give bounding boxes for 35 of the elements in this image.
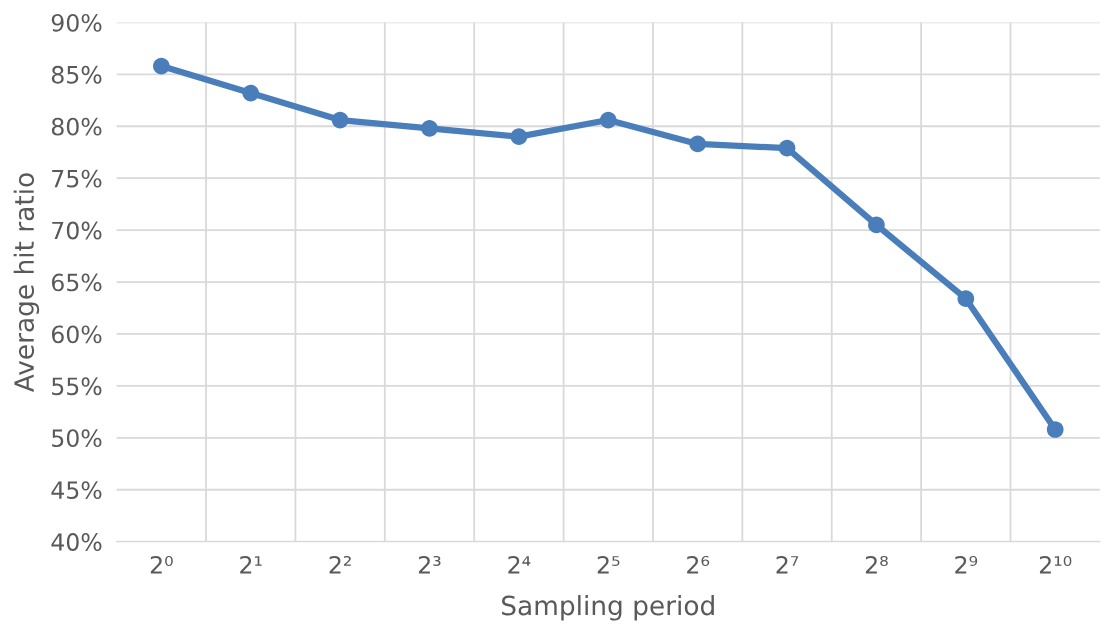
- point: [957, 290, 975, 307]
- y-tick-label: 75%: [52, 169, 102, 188]
- y-tick-label: 70%: [52, 221, 102, 240]
- y-tick-label: 60%: [51, 325, 102, 344]
- x-tick-label: 2¹: [240, 555, 262, 574]
- y-tick-label: 80%: [51, 117, 102, 136]
- x-tick-label: 2⁷: [776, 555, 799, 574]
- x-axis-title: Sampling period: [502, 595, 714, 621]
- x-tick-label: 2⁶: [687, 555, 710, 574]
- x-tick-label: 2⁸: [865, 555, 888, 574]
- point: [331, 111, 349, 129]
- y-tick-label: 85%: [51, 65, 102, 84]
- x-tick-label: 2⁵: [597, 555, 620, 574]
- point: [778, 139, 796, 157]
- y-axis-title: Average hit ratio: [13, 173, 40, 393]
- point: [868, 216, 885, 234]
- x-tick-label: 2³: [418, 555, 441, 574]
- y-tick-label: 45%: [51, 481, 102, 500]
- point: [242, 84, 260, 102]
- x-tick-label: 2⁴: [508, 555, 531, 574]
- point: [689, 135, 706, 153]
- y-tick-label: 40%: [51, 533, 102, 551]
- point: [421, 120, 438, 137]
- x-tick-label: 2¹⁰: [1039, 555, 1072, 574]
- y-tick-label: 50%: [52, 429, 102, 448]
- point: [599, 111, 617, 129]
- x-tick-label: 2²: [329, 555, 351, 574]
- point: [1046, 421, 1064, 438]
- x-tick-label: 2⁹: [955, 555, 978, 574]
- point: [153, 57, 170, 75]
- y-tick-label: 55%: [52, 377, 102, 396]
- point: [510, 128, 528, 145]
- x-tick-label: 2⁰: [150, 555, 173, 574]
- y-tick-label: 65%: [51, 273, 102, 292]
- y-tick-label: 90%: [51, 13, 102, 32]
